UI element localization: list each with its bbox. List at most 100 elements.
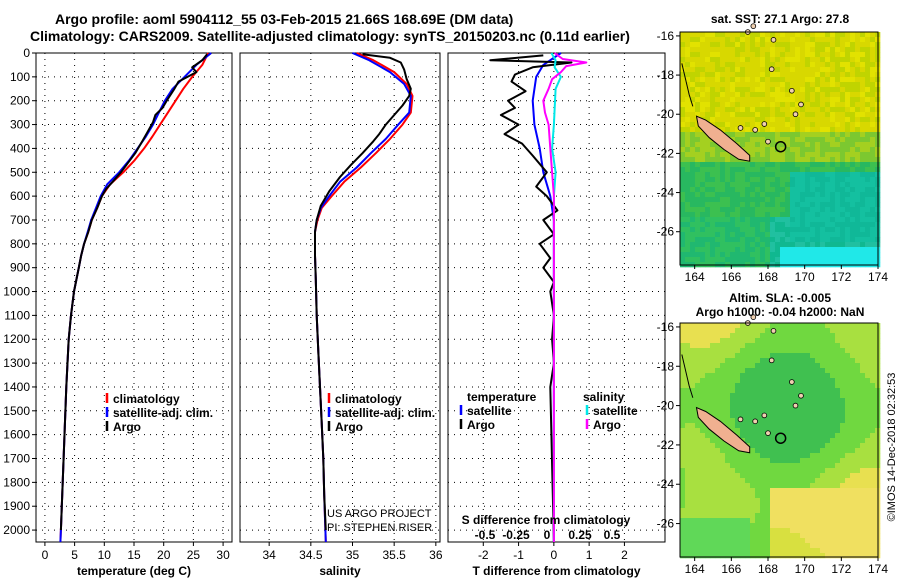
map-cell <box>720 227 726 233</box>
map-cell <box>695 428 701 434</box>
map-cell <box>725 523 731 529</box>
map-cell <box>855 388 861 394</box>
map-cell <box>710 538 716 544</box>
map-cell <box>815 202 821 208</box>
map-cell <box>700 72 706 78</box>
map-cell <box>730 127 736 133</box>
map-cell <box>825 107 831 113</box>
map-cell <box>700 242 706 248</box>
map-cell <box>765 152 771 158</box>
map-cell <box>795 82 801 88</box>
map-cell <box>810 77 816 83</box>
map-cell <box>835 453 841 459</box>
map-cell <box>720 32 726 38</box>
map-cell <box>760 172 766 178</box>
map-cell <box>860 403 866 409</box>
map-cell <box>835 137 841 143</box>
map-cell <box>680 363 686 369</box>
map-cell <box>775 107 781 113</box>
map-cell <box>835 42 841 48</box>
map-cell <box>825 212 831 218</box>
map-cell <box>815 338 821 344</box>
map-cell <box>820 378 826 384</box>
map-cell <box>840 82 846 88</box>
map-cell <box>715 468 721 474</box>
map-cell <box>690 398 696 404</box>
map-cell <box>770 468 776 474</box>
map-cell <box>855 333 861 339</box>
map-cell <box>740 177 746 183</box>
map-cell <box>825 247 831 253</box>
map-cell <box>800 92 806 98</box>
map-cell <box>850 142 856 148</box>
map-cell <box>715 77 721 83</box>
x-axis-label: T difference from climatology <box>472 564 640 578</box>
map-cell <box>725 508 731 514</box>
map-cell <box>690 323 696 329</box>
map-cell <box>780 448 786 454</box>
map-cell <box>830 353 836 359</box>
map-cell <box>855 488 861 494</box>
map-cell <box>865 438 871 444</box>
map-cell <box>755 222 761 228</box>
map-cell <box>770 513 776 519</box>
map-cell <box>865 373 871 379</box>
map-cell <box>765 87 771 93</box>
map-cell <box>830 343 836 349</box>
map-cell <box>745 232 751 238</box>
map-cell <box>745 67 751 73</box>
map-cell <box>845 518 851 524</box>
map-cell <box>795 162 801 168</box>
map-cell <box>870 523 876 529</box>
map-cell <box>745 227 751 233</box>
map-cell <box>690 197 696 203</box>
map-cell <box>730 408 736 414</box>
map-cell <box>685 543 691 549</box>
map-cell <box>735 458 741 464</box>
map-cell <box>810 187 816 193</box>
map-cell <box>685 483 691 489</box>
map-cell <box>740 202 746 208</box>
map-cell <box>705 333 711 339</box>
map-cell <box>750 408 756 414</box>
map-cell <box>835 52 841 58</box>
map-cell <box>760 257 766 263</box>
map-cell <box>685 67 691 73</box>
map-cell <box>710 443 716 449</box>
map-cell <box>840 468 846 474</box>
map-cell <box>720 378 726 384</box>
map-cell <box>785 533 791 539</box>
map-cell <box>735 503 741 509</box>
map-cell <box>790 52 796 58</box>
map-cell <box>845 423 851 429</box>
map-cell <box>700 533 706 539</box>
map-cell <box>690 403 696 409</box>
map-cell <box>775 192 781 198</box>
map-cell <box>750 47 756 53</box>
map-cell <box>745 132 751 138</box>
x2-tick-label: -0.5 <box>475 528 496 542</box>
map-cell <box>860 493 866 499</box>
figure-title-line2: Climatology: CARS2009. Satellite-adjuste… <box>30 28 630 44</box>
map-cell <box>845 538 851 544</box>
map-cell <box>690 62 696 68</box>
map-cell <box>750 353 756 359</box>
map-cell <box>730 32 736 38</box>
map-cell <box>780 122 786 128</box>
map-cell <box>700 217 706 223</box>
map-cell <box>740 508 746 514</box>
map-cell <box>835 363 841 369</box>
map-cell <box>855 122 861 128</box>
map-cell <box>850 528 856 534</box>
map-cell <box>750 227 756 233</box>
map-cell <box>805 242 811 248</box>
map-cell <box>770 433 776 439</box>
map-cell <box>745 358 751 364</box>
map-cell <box>850 368 856 374</box>
map-cell <box>850 328 856 334</box>
map-cell <box>715 388 721 394</box>
map-cell <box>715 52 721 58</box>
map-cell <box>770 152 776 158</box>
map-cell <box>775 67 781 73</box>
map-cell <box>850 413 856 419</box>
